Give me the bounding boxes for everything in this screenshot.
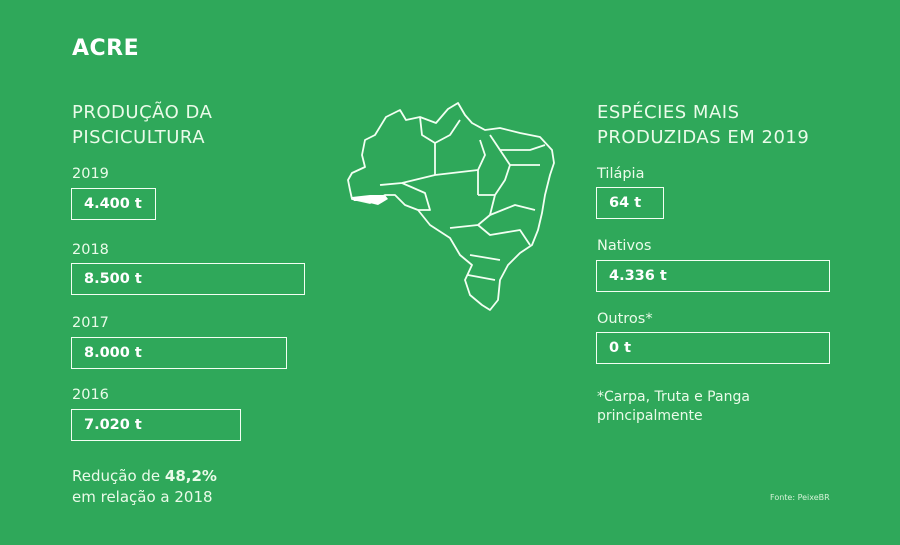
footnote-line: principalmente [597, 408, 703, 424]
species-value-box: 0 t [596, 332, 830, 364]
species-value-box: 64 t [596, 187, 664, 219]
page-title: ACRE [72, 36, 140, 61]
heading-line: PRODUZIDAS EM 2019 [597, 127, 810, 148]
acre-state-highlight [352, 195, 388, 205]
production-value-box: 8.500 t [71, 263, 305, 295]
brazil-map [347, 102, 555, 311]
summary-text: Redução de [72, 467, 165, 485]
source-credit: Fonte: PeixeBR [770, 493, 830, 502]
footnote-line: *Carpa, Truta e Panga [597, 389, 750, 405]
summary-text: em relação a 2018 [72, 488, 213, 506]
reduction-percent: 48,2% [164, 467, 217, 485]
production-value-box: 8.000 t [71, 337, 287, 369]
production-value-box: 4.400 t [71, 188, 156, 220]
heading-line: ESPÉCIES MAIS [597, 102, 740, 123]
species-value-box: 4.336 t [596, 260, 830, 292]
brazil-outline [347, 102, 555, 311]
year-label: 2017 [72, 315, 109, 331]
species-footnote: *Carpa, Truta e Panga principalmente [597, 388, 750, 426]
year-label: 2016 [72, 387, 109, 403]
production-heading: PRODUÇÃO DA PISCICULTURA [72, 100, 212, 150]
heading-line: PISCICULTURA [72, 127, 206, 148]
production-value-box: 7.020 t [71, 409, 241, 441]
species-label: Outros* [597, 311, 653, 327]
heading-line: PRODUÇÃO DA [72, 102, 213, 123]
reduction-summary: Redução de 48,2% em relação a 2018 [72, 466, 217, 508]
year-label: 2019 [72, 166, 109, 182]
species-label: Tilápia [597, 166, 645, 182]
year-label: 2018 [72, 242, 109, 258]
species-label: Nativos [597, 238, 652, 254]
species-heading: ESPÉCIES MAIS PRODUZIDAS EM 2019 [597, 100, 809, 150]
